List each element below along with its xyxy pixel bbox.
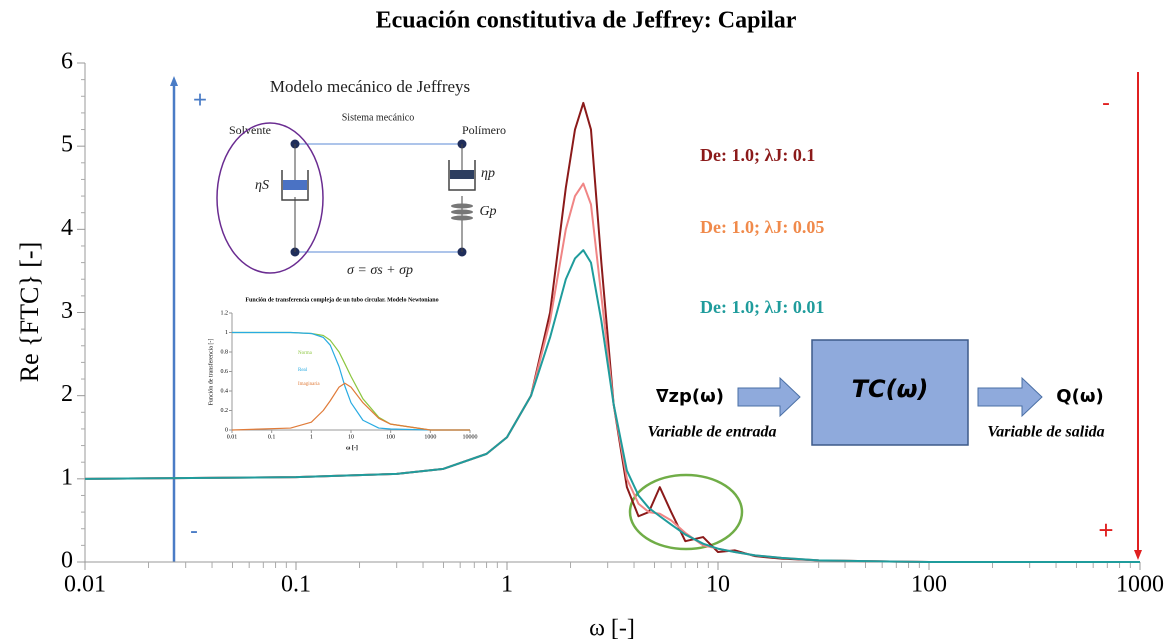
model-symbol: ηp	[481, 166, 495, 181]
block-input-label: Variable de entrada	[648, 424, 777, 441]
y-tick-label: 1	[225, 330, 228, 336]
y-axis-label: Re {FTC} [-]	[15, 242, 44, 383]
model-label: Solvente	[229, 123, 271, 137]
legend-label: Norma	[298, 351, 313, 356]
x-tick-label: 10	[348, 434, 354, 440]
y-tick-label: 5	[61, 132, 73, 158]
mechanical-model: Modelo mecánico de Jeffreys Sistema mecá…	[217, 77, 506, 278]
y-tick-label: 1.2	[221, 310, 229, 316]
annotation: -	[1102, 89, 1110, 116]
legend-label: Real	[298, 368, 308, 373]
annotation: +	[193, 86, 207, 113]
x-tick-label: 1	[310, 434, 313, 440]
inset-title: Función de transferencia compleja de un …	[245, 297, 438, 303]
page: {"chart_data": [ {"type": "line", "title…	[0, 0, 1172, 644]
y-tick-label: 1	[61, 464, 73, 490]
x-tick-label: 10	[706, 572, 730, 598]
model-label: Polímero	[462, 123, 506, 137]
series-label: De: 1.0; λJ: 0.01	[700, 297, 824, 317]
chart: Ecuación constitutiva de Jeffrey: Capila…	[0, 0, 1172, 644]
y-tick-label: 0.4	[221, 388, 229, 394]
inset-y-label: Función de transferencia [-]	[207, 339, 214, 406]
x-tick-label: 1000	[424, 434, 436, 440]
y-tick-label: 0.6	[221, 369, 229, 375]
y-tick-label: 2	[61, 381, 73, 407]
model-title: Modelo mecánico de Jeffreys	[270, 77, 470, 96]
y-tick-label: 0	[61, 548, 73, 574]
block-diagram: ∇zp(ω) TC(ω) Q(ω) Variable de entrada Va…	[648, 340, 1105, 445]
block-transfer: TC(ω)	[852, 375, 929, 403]
y-tick-label: 0.2	[221, 408, 229, 414]
inset-x-label: ω [-]	[346, 445, 358, 451]
x-tick-label: 0.01	[227, 434, 238, 440]
legend-label: Imaginaria	[298, 382, 320, 387]
y-tick-label: 3	[61, 298, 73, 324]
annotation: +	[1098, 515, 1113, 545]
y-tick-label: 6	[61, 49, 73, 75]
model-symbol: ηS	[255, 178, 269, 193]
x-tick-label: 0.01	[64, 572, 106, 598]
x-tick-label: 100	[911, 572, 947, 598]
x-tick-label: 1	[501, 572, 513, 598]
x-tick-label: 100	[386, 434, 395, 440]
y-tick-label: 4	[61, 215, 73, 241]
series-label: De: 1.0; λJ: 0.05	[700, 217, 824, 237]
block-output-label: Variable de salida	[987, 424, 1104, 441]
model-subtitle: Sistema mecánico	[342, 112, 414, 123]
model-equation: σ = σs + σp	[347, 263, 413, 278]
model-symbol: Gp	[479, 204, 496, 219]
x-tick-label: 0.1	[268, 434, 276, 440]
y-tick-label: 0.8	[221, 349, 229, 355]
x-tick-label: 1000	[1116, 572, 1164, 598]
chart-title: Ecuación constitutiva de Jeffrey: Capila…	[376, 8, 797, 34]
x-tick-label: 10000	[463, 434, 478, 440]
x-axis-label: ω [-]	[589, 616, 635, 642]
series-label: De: 1.0; λJ: 0.1	[700, 145, 815, 165]
x-tick-label: 0.1	[281, 572, 311, 598]
block-input: ∇zp(ω)	[656, 386, 724, 407]
annotation: -	[190, 517, 198, 544]
block-output: Q(ω)	[1056, 386, 1103, 407]
y-tick-label: 0	[225, 427, 228, 433]
